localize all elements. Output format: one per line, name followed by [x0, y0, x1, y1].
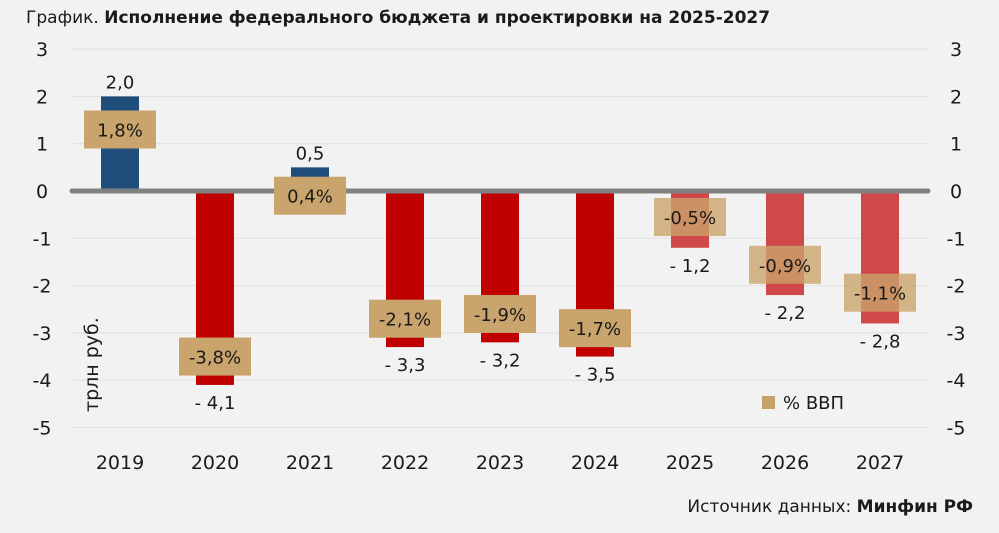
gdp-pct-label: -2,1%: [379, 310, 431, 331]
x-tick-label: 2027: [856, 452, 904, 474]
y-tick-label-left: 0: [36, 181, 48, 203]
x-tick-label: 2020: [191, 452, 239, 474]
gdp-pct-box: [654, 198, 726, 237]
y-tick-label-right: 0: [950, 181, 962, 203]
gdp-pct-label: 1,8%: [97, 121, 143, 142]
y-tick-label-right: 3: [950, 39, 962, 61]
y-tick-label-left: -3: [33, 323, 52, 345]
gdp-pct-box: [559, 309, 631, 348]
value-label: - 4,1: [195, 393, 236, 414]
gdp-pct-box: [844, 273, 916, 312]
y-tick-label-right: -3: [947, 323, 966, 345]
value-label: - 2,8: [860, 331, 901, 352]
value-label: - 3,2: [480, 350, 521, 371]
x-tick-label: 2024: [571, 452, 619, 474]
value-label: - 1,2: [670, 256, 711, 277]
y-tick-label-right: -2: [947, 276, 966, 298]
x-tick-label: 2019: [96, 452, 144, 474]
value-label: - 3,3: [385, 355, 426, 376]
source-name: Минфин РФ: [856, 497, 973, 517]
x-tick-label: 2026: [761, 452, 809, 474]
y-tick-label-right: -1: [947, 228, 966, 250]
y-tick-label-left: -4: [33, 370, 52, 392]
value-label: - 2,2: [765, 303, 806, 324]
y-tick-label-left: -2: [33, 276, 52, 298]
gdp-pct-box: [84, 110, 156, 149]
y-tick-label-left: 2: [36, 86, 48, 108]
y-tick-label-left: -5: [33, 418, 52, 440]
gdp-pct-label: -1,9%: [474, 305, 526, 326]
gdp-pct-box: [274, 176, 346, 215]
value-label: - 3,5: [575, 365, 616, 386]
y-axis-label: трлн руб.: [81, 317, 103, 412]
x-tick-label: 2021: [286, 452, 334, 474]
y-tick-label-right: 1: [950, 134, 962, 156]
gdp-pct-label: -0,5%: [664, 208, 716, 229]
value-label: 0,5: [296, 143, 325, 164]
gdp-pct-box: [179, 337, 251, 376]
title-main: Исполнение федерального бюджета и проект…: [104, 8, 771, 28]
x-tick-label: 2025: [666, 452, 714, 474]
title-prefix: График.: [26, 8, 99, 28]
legend-swatch: [762, 396, 775, 409]
x-tick-label: 2022: [381, 452, 429, 474]
gdp-pct-label: -0,9%: [759, 256, 811, 277]
value-label: 2,0: [106, 72, 135, 93]
chart-title: График. Исполнение федерального бюджета …: [26, 8, 770, 28]
y-tick-label-right: -4: [947, 370, 966, 392]
gdp-pct-label: -3,8%: [189, 348, 241, 369]
y-tick-label-left: 1: [36, 134, 48, 156]
gdp-pct-box: [369, 299, 441, 338]
legend-label: % ВВП: [783, 393, 844, 414]
x-tick-label: 2023: [476, 452, 524, 474]
gdp-pct-box: [464, 294, 536, 333]
y-tick-label-right: 2: [950, 86, 962, 108]
gdp-pct-box: [749, 245, 821, 284]
gdp-pct-label: 0,4%: [287, 187, 333, 208]
source-prefix: Источник данных:: [687, 497, 852, 517]
y-tick-label-left: -1: [33, 228, 52, 250]
gdp-pct-label: -1,1%: [854, 284, 906, 305]
gdp-pct-label: -1,7%: [569, 319, 621, 340]
source-note: Источник данных: Минфин РФ: [687, 497, 973, 517]
y-tick-label-right: -5: [947, 418, 966, 440]
y-tick-label-left: 3: [36, 39, 48, 61]
